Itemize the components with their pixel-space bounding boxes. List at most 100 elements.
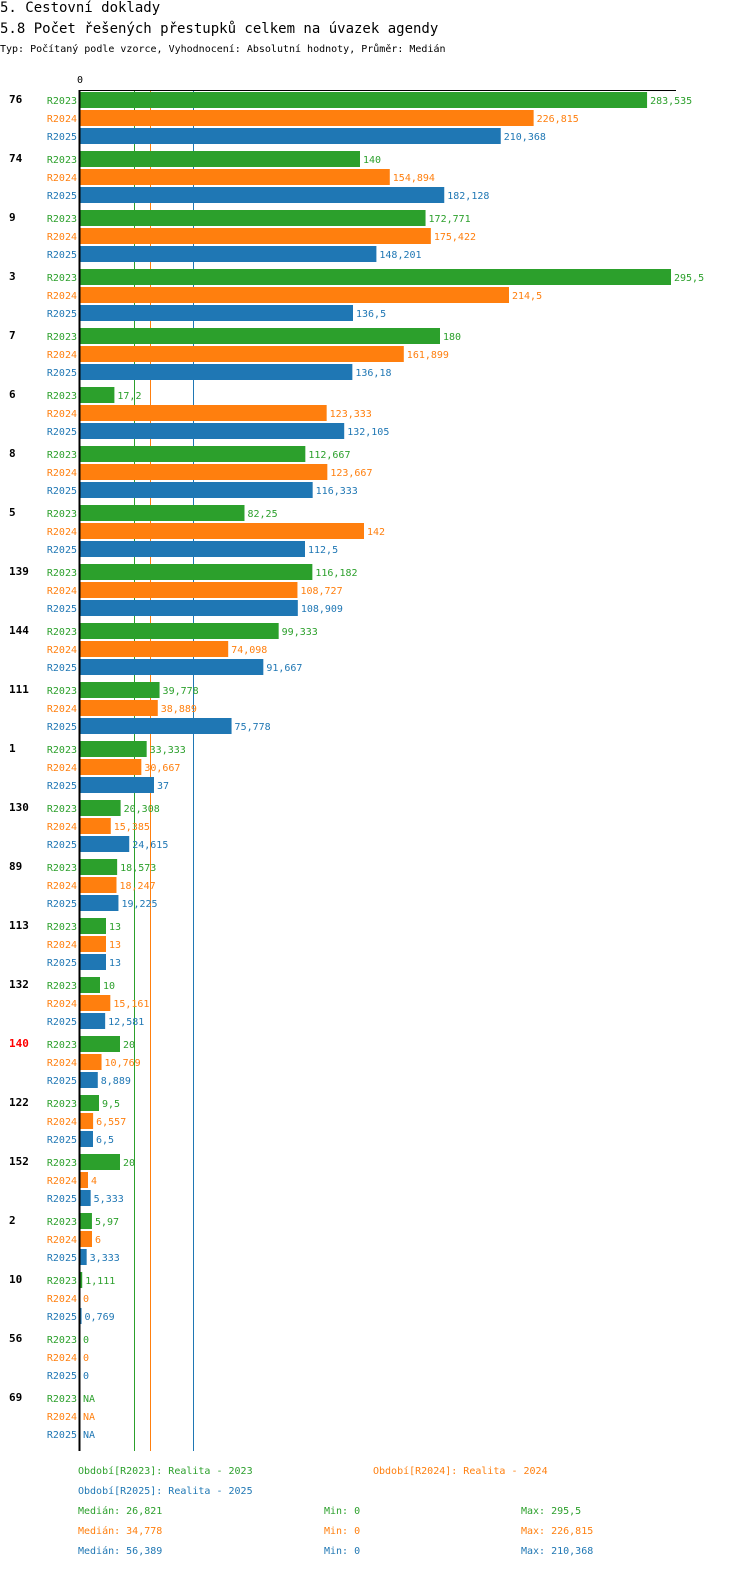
series-label-r2023: R2023 [47,568,77,579]
series-label-r2023: R2023 [47,450,77,461]
value-label-r2024: NA [83,1412,95,1423]
bar-r2024 [80,287,509,303]
value-label-r2023: 295,5 [674,273,704,284]
series-label-r2024: R2024 [47,822,77,833]
bar-r2023 [80,387,115,403]
series-label-r2025: R2025 [47,132,77,143]
series-label-r2025: R2025 [47,1312,77,1323]
category-label: 74 [9,152,23,165]
chart-subtitle: Typ: Počítaný podle vzorce, Vyhodnocení:… [0,44,446,55]
value-label-r2023: 82,25 [248,509,278,520]
bar-r2023 [80,269,671,285]
value-label-r2024: 0 [83,1294,89,1305]
category-label: 89 [9,860,22,873]
bar-r2025 [80,954,106,970]
series-label-r2024: R2024 [47,1353,77,1364]
series-label-r2024: R2024 [47,1294,77,1305]
bar-r2024 [80,818,111,834]
value-label-r2024: 4 [91,1176,97,1187]
category-label: 140 [9,1037,29,1050]
bar-r2023 [80,800,121,816]
value-label-r2025: 116,333 [316,486,358,497]
value-label-r2023: 112,667 [308,450,350,461]
bar-r2024 [80,582,298,598]
series-label-r2025: R2025 [47,1371,77,1382]
series-label-r2023: R2023 [47,214,77,225]
bar-r2024 [80,1113,94,1129]
bar-r2025 [80,600,298,616]
bar-r2024 [80,1231,92,1247]
category-label: 56 [9,1332,23,1345]
bar-r2024 [80,523,364,539]
series-label-r2023: R2023 [47,509,77,520]
bar-r2025 [80,1190,91,1206]
category-label: 9 [9,211,16,224]
category-label: 130 [9,801,29,814]
category-label: 69 [9,1391,22,1404]
category-label: 152 [9,1155,29,1168]
bar-r2024 [80,405,327,421]
value-label-r2023: 5,97 [95,1217,119,1228]
series-label-r2023: R2023 [47,627,77,638]
category-label: 2 [9,1214,16,1227]
bar-r2023 [80,505,245,521]
value-label-r2025: 13 [109,958,121,969]
value-label-r2025: 37 [157,781,169,792]
bar-r2023 [80,1213,92,1229]
bar-r2024 [80,641,229,657]
bar-r2023 [80,1272,83,1288]
legend-max-2024: Max: 226,815 [521,1526,594,1537]
value-label-r2025: 5,333 [94,1194,124,1205]
value-label-r2024: 13 [109,940,121,951]
value-label-r2025: 182,128 [447,191,489,202]
value-label-r2024: 15,385 [114,822,150,833]
value-label-r2023: 20,308 [124,804,160,815]
value-label-r2025: 12,581 [108,1017,144,1028]
series-label-r2025: R2025 [47,368,77,379]
bar-r2025 [80,187,445,203]
value-label-r2023: 140 [363,155,381,166]
value-label-r2024: 142 [367,527,385,538]
value-label-r2023: 9,5 [102,1099,120,1110]
series-label-r2025: R2025 [47,486,77,497]
series-label-r2023: R2023 [47,686,77,697]
series-label-r2023: R2023 [47,96,77,107]
category-label: 8 [9,447,16,460]
series-label-r2024: R2024 [47,1412,77,1423]
value-label-r2023: 172,771 [429,214,471,225]
bar-r2025 [80,482,313,498]
bar-r2025 [80,718,232,734]
value-label-r2023: 10 [103,981,115,992]
series-label-r2023: R2023 [47,1394,77,1405]
legend-period-2023: Období[R2023]: Realita - 2023 [78,1466,253,1477]
series-label-r2025: R2025 [47,899,77,910]
series-label-r2024: R2024 [47,350,77,361]
bar-r2025 [80,1013,106,1029]
series-label-r2023: R2023 [47,1335,77,1346]
value-label-r2023: 1,111 [85,1276,115,1287]
series-label-r2025: R2025 [47,958,77,969]
bar-r2024 [80,877,117,893]
bar-r2025 [80,777,154,793]
bar-r2023 [80,92,648,108]
series-label-r2025: R2025 [47,781,77,792]
category-label: 122 [9,1096,29,1109]
bar-r2023 [80,210,426,226]
series-label-r2024: R2024 [47,232,77,243]
series-label-r2023: R2023 [47,155,77,166]
series-label-r2024: R2024 [47,645,77,656]
series-label-r2024: R2024 [47,173,77,184]
series-label-r2025: R2025 [47,1430,77,1441]
bar-r2023 [80,328,440,344]
bar-r2023 [80,1095,99,1111]
value-label-r2024: 123,333 [330,409,372,420]
series-label-r2025: R2025 [47,722,77,733]
value-label-r2023: 116,182 [315,568,357,579]
series-label-r2023: R2023 [47,1276,77,1287]
value-label-r2024: 161,899 [407,350,449,361]
series-label-r2025: R2025 [47,1076,77,1087]
series-label-r2024: R2024 [47,1058,77,1069]
legend-period-2024: Období[R2024]: Realita - 2024 [373,1466,548,1477]
legend-max-2023: Max: 295,5 [521,1506,582,1517]
value-label-r2024: 108,727 [300,586,342,597]
